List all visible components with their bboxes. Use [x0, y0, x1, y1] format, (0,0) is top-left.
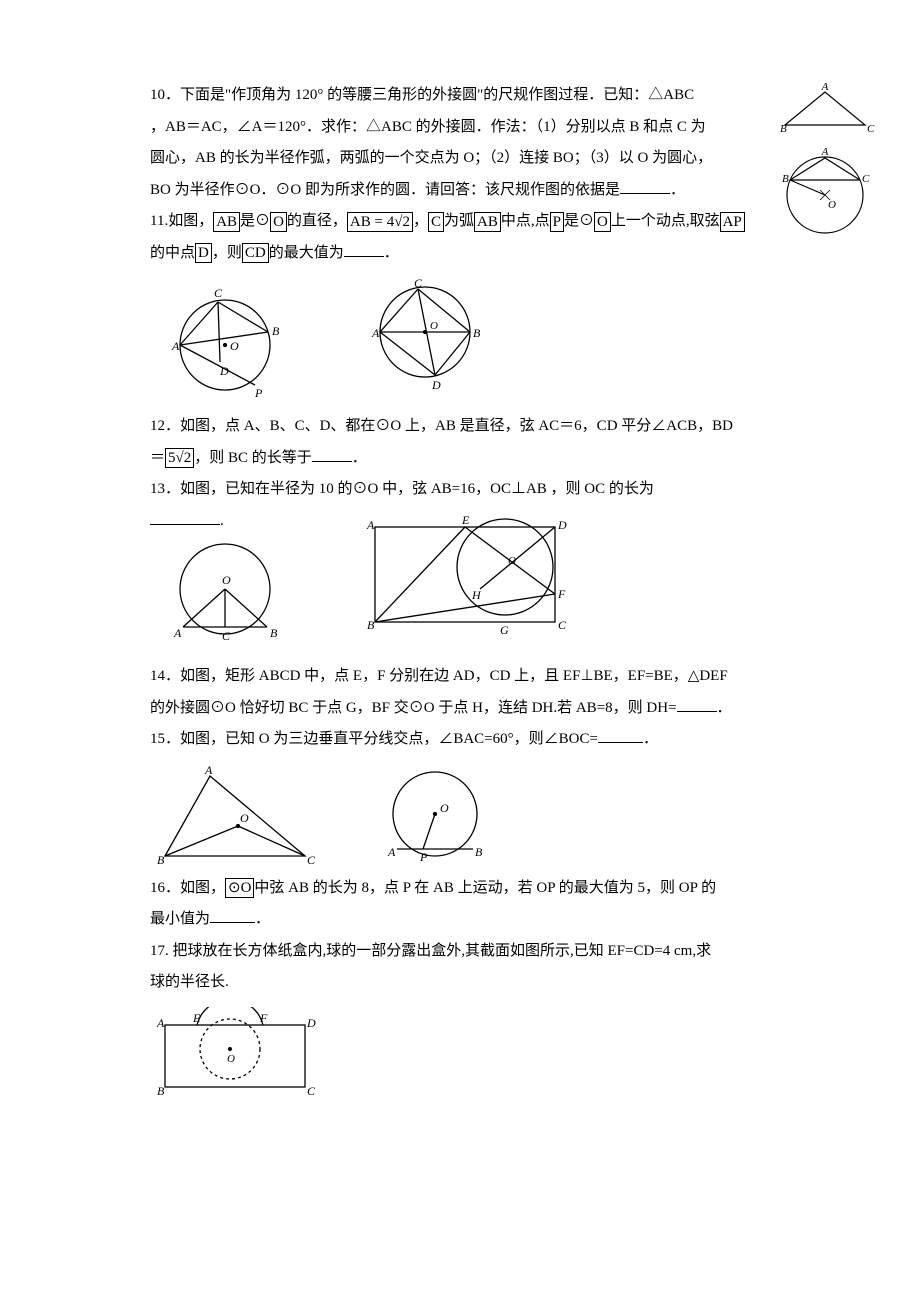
- label: A: [171, 339, 180, 353]
- label: C: [862, 173, 870, 185]
- blank: [598, 727, 643, 743]
- box-o: O: [270, 212, 287, 232]
- box-o2: O: [594, 212, 611, 232]
- q14-line1: 14．如图，矩形 ABCD 中，点 E，F 分别在边 AD，CD 上，且 EF⊥…: [150, 661, 770, 693]
- label: A: [821, 146, 829, 158]
- q15-line1: 15．如图，已知 O 为三边垂直平分线交点，∠BAC=60°，则∠BOC=．: [150, 724, 770, 756]
- label: O: [222, 573, 231, 587]
- label: P: [419, 850, 428, 864]
- label: C: [307, 853, 316, 867]
- box-p: P: [550, 212, 564, 232]
- label: B: [270, 626, 278, 640]
- box-d: D: [195, 243, 212, 263]
- box-5r2: 5√2: [165, 448, 194, 468]
- q12-line1: 12．如图，点 A、B、C、D、都在⊙O 上，AB 是直径，弦 AC＝6，CD …: [150, 411, 770, 443]
- blank: [312, 446, 352, 462]
- q14-line2: 的外接圆⊙O 恰好切 BC 于点 G，BF 交⊙O 于点 H，连结 DH.若 A…: [150, 693, 770, 725]
- label: C: [222, 629, 231, 643]
- q16-line2: 最小值为．: [150, 904, 770, 936]
- label: E: [461, 513, 470, 527]
- blank: [344, 241, 384, 257]
- label: H: [471, 588, 482, 602]
- label: F: [557, 587, 566, 601]
- q12-line2: ＝5√2，则 BC 的长等于．: [150, 443, 770, 475]
- label: A: [156, 1016, 165, 1030]
- label: O: [440, 801, 449, 815]
- q17-fig: A D B C E F O: [150, 1007, 770, 1102]
- label: C: [558, 618, 567, 632]
- fig-q10-top: A B C: [770, 80, 880, 140]
- label: A: [371, 326, 380, 340]
- fig-q11-left: A B C D O P: [150, 277, 300, 407]
- label: O: [508, 555, 516, 567]
- box-ap: AP: [720, 212, 745, 232]
- label: E: [192, 1011, 201, 1025]
- fig-q13-right: A D B C E F G H O: [350, 509, 580, 644]
- label: C: [307, 1084, 316, 1098]
- q16-line1: 16．如图，⊙O中弦 AB 的长为 8，点 P 在 AB 上运动，若 OP 的最…: [150, 873, 770, 905]
- label: O: [240, 811, 249, 825]
- label: B: [475, 845, 483, 859]
- label: G: [500, 623, 509, 637]
- q13-line1: 13．如图，已知在半径为 10 的⊙O 中，弦 AB=16，OC⊥AB ，则 O…: [150, 474, 770, 506]
- label: C: [867, 123, 875, 135]
- q15-fig-row: A B C O A B O P: [150, 764, 770, 869]
- label: B: [157, 853, 165, 867]
- label: F: [259, 1011, 268, 1025]
- fig-q11-right: A B C D O: [350, 277, 500, 397]
- blank: [677, 696, 717, 712]
- label: A: [821, 81, 829, 93]
- q10-line1: 10．下面是"作顶角为 120° 的等腰三角形的外接圆"的尺规作图过程．已知：△…: [150, 80, 770, 112]
- q10-line3: 圆心，AB 的长为半径作弧，两弧的一个交点为 O；（2）连接 BO；（3）以 O…: [150, 143, 770, 175]
- label: A: [387, 845, 396, 859]
- label: A: [204, 764, 213, 777]
- label: C: [214, 286, 223, 300]
- fig-q15-right: A B O P: [370, 764, 500, 869]
- box-ab: AB: [213, 212, 240, 232]
- label: B: [473, 326, 481, 340]
- blank: [620, 178, 670, 194]
- box-ab2: AB: [474, 212, 501, 232]
- q13-fig-row: A B C O A D B C E F G: [150, 509, 770, 657]
- label: O: [227, 1053, 235, 1065]
- label: D: [557, 518, 567, 532]
- label: A: [173, 626, 182, 640]
- fig-q13-left: A B C O: [150, 527, 300, 657]
- label: D: [306, 1016, 316, 1030]
- q10-line4: BO 为半径作⊙O．⊙O 即为所求作的圆．请回答：该尺规作图的依据是．: [150, 175, 770, 207]
- q11-fig-row: A B C D O P A B: [150, 277, 770, 407]
- q11-line1: 11.如图，AB是⊙O的直径，AB = 4√2，C为弧AB中点,点P是⊙O上一个…: [150, 206, 770, 238]
- box-circle-o: ⊙O: [225, 878, 254, 898]
- label: C: [414, 277, 423, 290]
- q17-line1: 17. 把球放在长方体纸盒内,球的一部分露出盒外,其截面如图所示,已知 EF=C…: [150, 936, 770, 968]
- label: O: [430, 320, 438, 332]
- blank: [210, 907, 255, 923]
- label: A: [366, 518, 375, 532]
- label: O: [230, 339, 239, 353]
- label: B: [157, 1084, 165, 1098]
- label: D: [219, 364, 229, 378]
- box-c: C: [428, 212, 444, 232]
- q10-side-figures: A B C A B C O: [770, 80, 880, 240]
- blank: [150, 509, 220, 525]
- q11-line2: 的中点D，则CD的最大值为．: [150, 238, 770, 270]
- q10-line2: ，AB＝AC，∠A＝120°．求作：△ABC 的外接圆．作法：（1）分别以点 B…: [150, 112, 770, 144]
- label: B: [367, 618, 375, 632]
- q17-line2: 球的半径长.: [150, 967, 770, 999]
- fig-q17: A D B C E F O: [150, 1007, 320, 1102]
- label: O: [828, 199, 836, 211]
- box-cd: CD: [242, 243, 269, 263]
- label: D: [431, 378, 441, 392]
- label: P: [254, 386, 263, 400]
- label: B: [780, 123, 787, 135]
- fig-q15-left: A B C O: [150, 764, 320, 869]
- box-ab4: AB = 4√2: [347, 212, 413, 232]
- label: B: [782, 173, 789, 185]
- fig-q10-bottom: A B C O: [770, 140, 880, 240]
- label: B: [272, 324, 280, 338]
